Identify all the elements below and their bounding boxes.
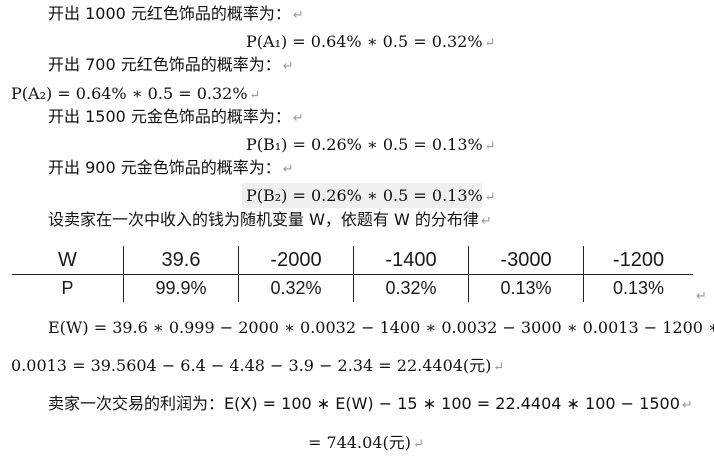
intro-text: 设卖家在一次中收入的钱为随机变量 W，依题有 W 的分布律 bbox=[48, 210, 479, 229]
pA1-label-line: 开出 1000 元红色饰品的概率为： ↵ bbox=[48, 4, 304, 23]
table-cell: 0.13% bbox=[583, 274, 693, 302]
distribution-table: W 39.6 -2000 -1400 -3000 -1200 P 99.9% 0… bbox=[12, 246, 693, 302]
table-cell: W bbox=[12, 246, 124, 275]
ew-line-2: 0.0013 = 39.5604 − 6.4 − 4.48 − 3.9 − 2.… bbox=[11, 356, 505, 375]
profit-result-line: = 744.04(元) ↵ bbox=[308, 433, 424, 452]
paragraph-mark-icon: ↵ bbox=[292, 111, 304, 126]
pB1-formula-line: P(B₁) = 0.26% ∗ 0.5 = 0.13% ↵ bbox=[246, 135, 496, 154]
profit-formula: 卖家一次交易的利润为：E(X) = 100 ∗ E(W) − 15 ∗ 100 … bbox=[48, 394, 680, 413]
intro-line: 设卖家在一次中收入的钱为随机变量 W，依题有 W 的分布律 ↵ bbox=[48, 210, 492, 229]
table-row: P 99.9% 0.32% 0.32% 0.13% 0.13% bbox=[12, 274, 693, 302]
pA1-label: 开出 1000 元红色饰品的概率为： bbox=[48, 4, 291, 23]
pB2-label-line: 开出 900 元金色饰品的概率为： ↵ bbox=[48, 158, 294, 177]
pA2-label-line: 开出 700 元红色饰品的概率为： ↵ bbox=[48, 55, 294, 74]
pB2-formula: P(B₂) = 0.26% ∗ 0.5 = 0.13% bbox=[246, 186, 483, 205]
table-cell: -1400 bbox=[353, 246, 469, 275]
table-cell: P bbox=[61, 278, 74, 298]
paragraph-mark-icon: ↵ bbox=[484, 36, 496, 51]
profit-result: = 744.04(元) bbox=[308, 433, 411, 452]
paragraph-mark-icon: ↵ bbox=[249, 88, 261, 103]
table-cell: 0.32% bbox=[238, 274, 354, 302]
pB2-label: 开出 900 元金色饰品的概率为： bbox=[48, 158, 281, 177]
table-cell: 99.9% bbox=[123, 274, 239, 302]
paragraph-mark-icon: ↵ bbox=[681, 398, 693, 413]
paragraph-mark-icon: ↵ bbox=[292, 8, 304, 23]
profit-line: 卖家一次交易的利润为：E(X) = 100 ∗ E(W) − 15 ∗ 100 … bbox=[48, 394, 693, 413]
table-cell: 39.6 bbox=[123, 246, 239, 275]
paragraph-mark-icon: ↵ bbox=[282, 162, 294, 177]
pB1-label-line: 开出 1500 元金色饰品的概率为： ↵ bbox=[48, 107, 304, 126]
paragraph-mark-icon: ↵ bbox=[484, 139, 496, 154]
ew-formula-part1: E(W) = 39.6 ∗ 0.999 − 2000 ∗ 0.0032 − 14… bbox=[48, 318, 714, 337]
pA1-formula-line: P(A₁) = 0.64% ∗ 0.5 = 0.32% ↵ bbox=[246, 32, 496, 51]
pB2-formula-line: P(B₂) = 0.26% ∗ 0.5 = 0.13% ↵ bbox=[246, 186, 496, 205]
pA1-formula: P(A₁) = 0.64% ∗ 0.5 = 0.32% bbox=[246, 32, 483, 51]
paragraph-mark-icon: ↵ bbox=[480, 214, 492, 229]
table-cell: 0.32% bbox=[353, 274, 469, 302]
table-cell: -1200 bbox=[583, 246, 693, 275]
table-cell: -3000 bbox=[468, 246, 584, 275]
paragraph-mark-icon: ↵ bbox=[696, 289, 707, 304]
paragraph-mark-icon: ↵ bbox=[484, 190, 496, 205]
pA2-formula-line: P(A₂) = 0.64% ∗ 0.5 = 0.32% ↵ bbox=[11, 84, 261, 103]
pB1-formula: P(B₁) = 0.26% ∗ 0.5 = 0.13% bbox=[246, 135, 483, 154]
ew-line-1: E(W) = 39.6 ∗ 0.999 − 2000 ∗ 0.0032 − 14… bbox=[48, 320, 714, 336]
table-cell: 0.13% bbox=[468, 274, 584, 302]
selection-highlight bbox=[242, 183, 482, 208]
paragraph-mark-icon: ↵ bbox=[282, 59, 294, 74]
pA2-label: 开出 700 元红色饰品的概率为： bbox=[48, 55, 281, 74]
paragraph-mark-icon: ↵ bbox=[493, 360, 505, 375]
ew-formula-part2: 0.0013 = 39.5604 − 6.4 − 4.48 − 3.9 − 2.… bbox=[11, 356, 492, 375]
table-cell: -2000 bbox=[238, 246, 354, 275]
table-header-row: W 39.6 -2000 -1400 -3000 -1200 bbox=[12, 246, 693, 275]
pA2-formula: P(A₂) = 0.64% ∗ 0.5 = 0.32% bbox=[11, 84, 248, 103]
pB1-label: 开出 1500 元金色饰品的概率为： bbox=[48, 107, 291, 126]
paragraph-mark-icon: ↵ bbox=[412, 437, 424, 452]
